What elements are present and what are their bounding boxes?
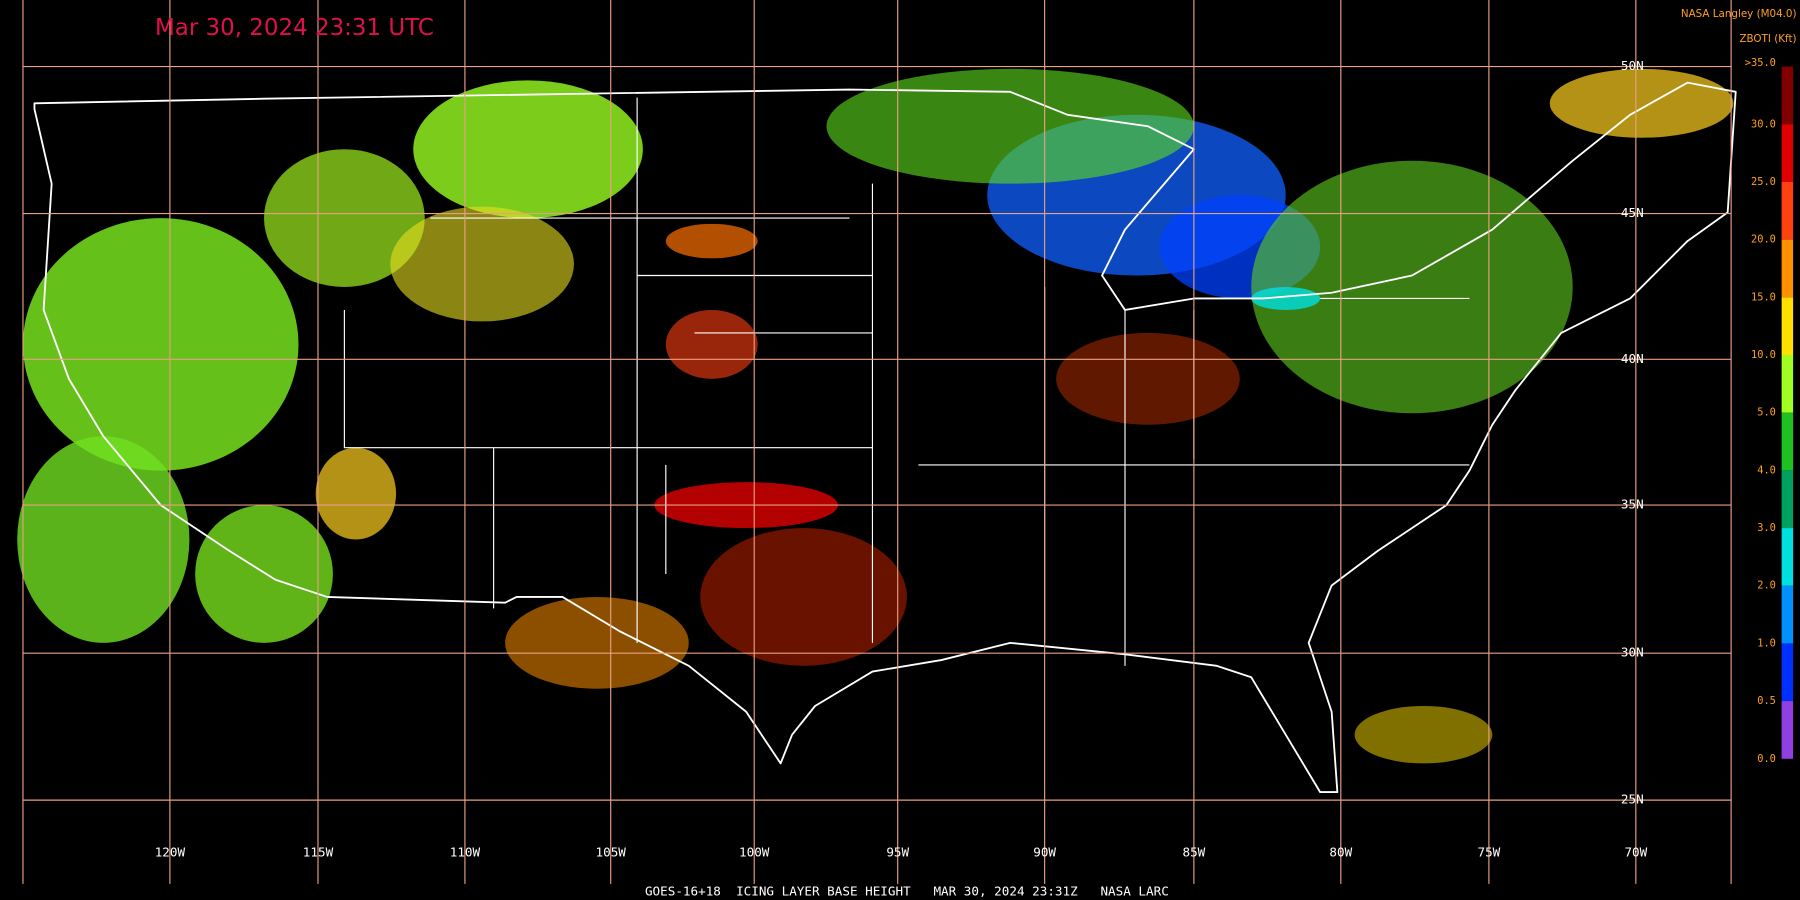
colorbar-segment (1781, 124, 1794, 182)
colorbar-label: 25.0 (1751, 176, 1776, 188)
lat-lon-grid: 50N 45N 40N 35N 30N 25N 120W 115W 110W 105W 100W 95… (22, 0, 1732, 884)
colorbar-label: 10.0 (1751, 349, 1776, 361)
colorbar: >35.0 30.0 25.0 20.0 15.0 10.0 5.0 4.0 3.0 2.0 1.0… (1745, 57, 1794, 765)
colorbar-segment (1781, 585, 1794, 644)
footer-caption: GOES-16+18 ICING LAYER BASE HEIGHT MAR 3… (645, 883, 1169, 898)
lat-label: 35N (1621, 497, 1644, 512)
colorbar-label: 15.0 (1751, 291, 1776, 303)
map-title: Mar 30, 2024 23:31 UTC (155, 15, 434, 41)
lon-label: 115W (303, 844, 334, 859)
lat-label: 25N (1621, 792, 1644, 807)
colorbar-label: 20.0 (1751, 234, 1776, 246)
colorbar-segment (1781, 355, 1794, 413)
colorbar-label: 1.0 (1757, 637, 1776, 649)
colorbar-label: 4.0 (1757, 464, 1776, 476)
colorbar-segment (1781, 643, 1794, 702)
source-label: NASA Langley (M04.0) (1681, 8, 1797, 20)
conus-outline (33, 81, 1737, 794)
colorbar-label: 30.0 (1751, 118, 1776, 130)
lat-label: 50N (1621, 58, 1644, 73)
colorbar-segment (1781, 701, 1794, 759)
product-label: ZBOTI (Kft) (1739, 33, 1796, 45)
colorbar-segment (1781, 470, 1794, 529)
lon-label: 100W (739, 844, 770, 859)
colorbar-segment (1781, 528, 1794, 586)
colorbar-segment (1781, 297, 1794, 356)
colorbar-label: 0.5 (1757, 695, 1776, 707)
colorbar-label: 2.0 (1757, 580, 1776, 592)
lat-label: 30N (1621, 645, 1644, 660)
lon-label: 105W (596, 844, 627, 859)
lat-label: 40N (1621, 351, 1644, 366)
lon-label: 75W (1478, 844, 1501, 859)
colorbar-segment (1781, 239, 1794, 298)
colorbar-segment (1781, 412, 1794, 471)
lon-label: 120W (155, 844, 186, 859)
colorbar-label: 3.0 (1757, 522, 1776, 534)
colorbar-segment (1781, 66, 1794, 125)
lon-label: 80W (1329, 844, 1352, 859)
lon-label: 95W (886, 844, 909, 859)
lon-label: 70W (1624, 844, 1647, 859)
lon-label: 85W (1182, 844, 1205, 859)
lon-label: 90W (1033, 844, 1056, 859)
colorbar-label: 0.0 (1757, 753, 1776, 765)
cloud-field (17, 68, 1734, 764)
colorbar-segment (1781, 181, 1794, 240)
lon-label: 110W (450, 844, 481, 859)
lat-label: 45N (1621, 205, 1644, 220)
colorbar-label: >35.0 (1745, 57, 1776, 69)
colorbar-label: 5.0 (1757, 407, 1776, 419)
